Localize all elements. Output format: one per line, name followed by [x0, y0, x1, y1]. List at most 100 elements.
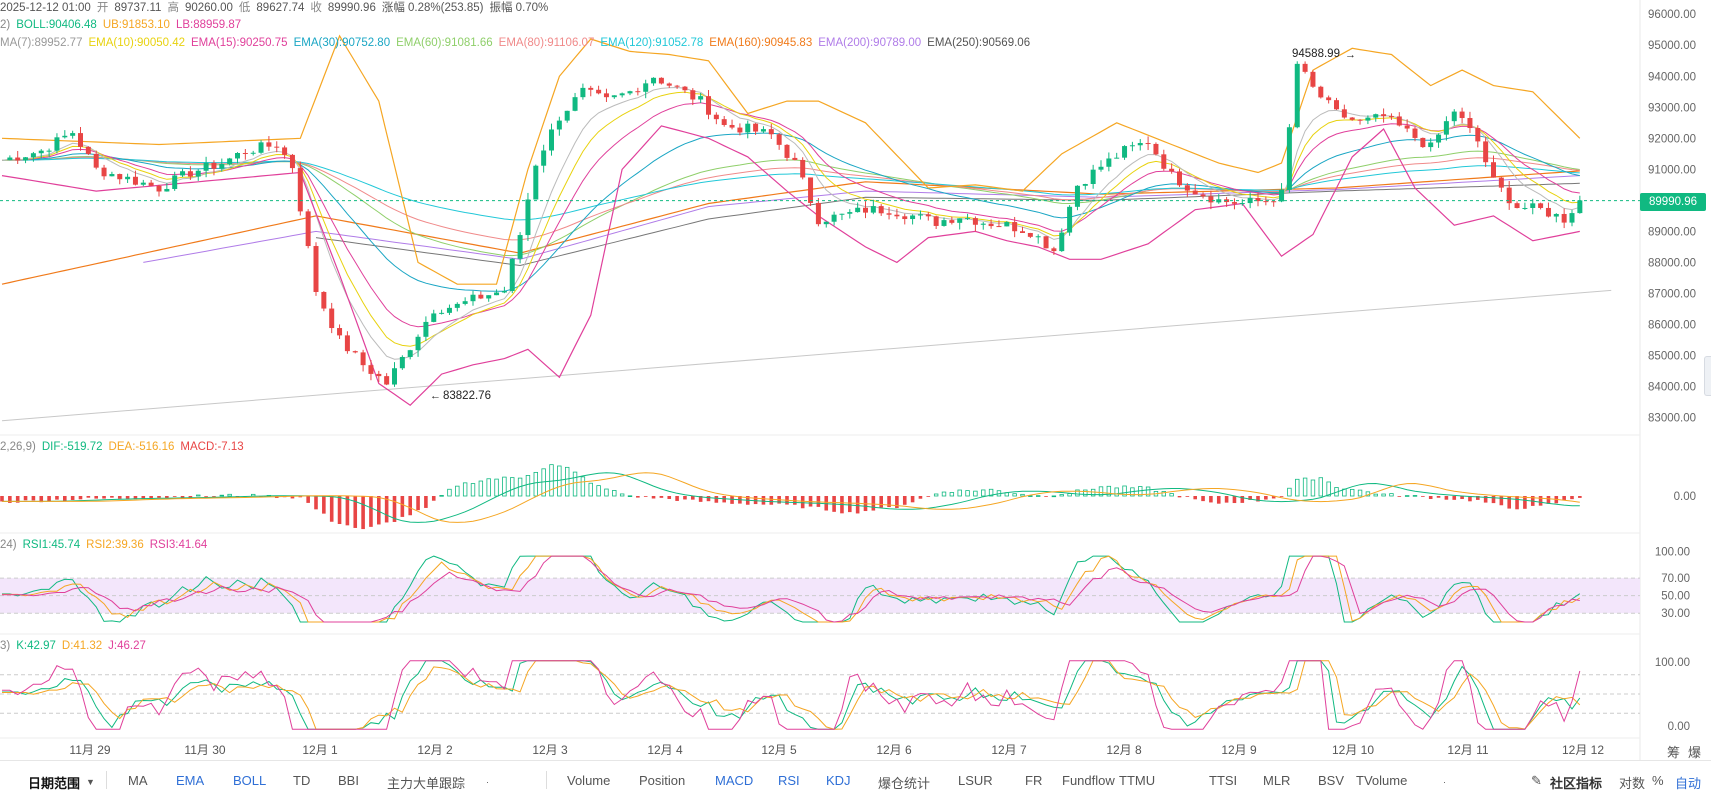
x-tick-label: 12月 8: [1106, 743, 1142, 757]
macd-bar: [400, 496, 405, 517]
date-range-dropdown-icon[interactable]: ▼: [86, 777, 95, 787]
main-chart-svg[interactable]: 96000.00 95000.00 94000.00 93000.00 92000.00…: [0, 0, 1711, 760]
ema_line-item: EMA(120):91052.78: [600, 37, 704, 49]
candle-body: [321, 291, 327, 309]
candle-body: [1326, 97, 1332, 101]
macd-bar: [86, 496, 91, 498]
community-indicators-button[interactable]: 社区指标: [1550, 776, 1603, 791]
x-tick-label: 12月 6: [876, 743, 912, 757]
sub-indicator-ttmu[interactable]: TTMU: [1119, 773, 1156, 788]
rsi-tick-label: 30.00: [1661, 608, 1690, 620]
sub-indicator-volume[interactable]: Volume: [567, 773, 611, 788]
liquidation-toggle[interactable]: 爆: [1688, 745, 1702, 760]
price-tick-label: 87000.00: [1648, 288, 1696, 300]
macd-bar: [549, 464, 554, 497]
candle-body: [1043, 236, 1049, 249]
macd-bar: [478, 480, 484, 497]
candle-body: [501, 291, 507, 293]
date-range-button[interactable]: 日期范围: [28, 776, 81, 791]
macd-bar: [424, 496, 428, 508]
candle-body: [203, 162, 209, 171]
sub-indicator-rsi[interactable]: RSI: [778, 773, 800, 788]
candle-body: [1420, 137, 1426, 148]
main-indicator-ema[interactable]: EMA: [176, 773, 205, 788]
ohlc_line-item: 高: [167, 2, 179, 14]
candle-body: [910, 215, 916, 220]
sub-indicator-爆仓统计[interactable]: 爆仓统计: [878, 776, 931, 791]
main-indicator-主力大单跟踪[interactable]: 主力大单跟踪: [387, 776, 466, 791]
macd-bar: [510, 477, 515, 497]
macd-bar: [910, 496, 915, 503]
macd-bar: [1271, 496, 1276, 499]
macd-bar: [1295, 478, 1300, 497]
sub-indicator-ttsi[interactable]: TTSI: [1209, 773, 1238, 788]
candle-body: [1192, 190, 1198, 195]
sub-indicator-macd[interactable]: MACD: [715, 773, 754, 788]
candle-body: [541, 150, 547, 166]
macd-bar: [117, 496, 122, 499]
candle-body: [753, 123, 759, 132]
macd-bar: [1090, 488, 1096, 497]
macd-bar: [1232, 496, 1237, 504]
edit-icon[interactable]: ✎: [1531, 773, 1542, 788]
main-indicator-td[interactable]: TD: [293, 773, 311, 788]
candle-body: [1271, 201, 1277, 203]
ma7-line: [1, 86, 1580, 360]
sub-indicator-tvolume[interactable]: TVolume: [1356, 773, 1408, 788]
sub-indicator-lsur[interactable]: LSUR: [958, 773, 993, 788]
candle-body: [1538, 203, 1544, 208]
auto-scale-button[interactable]: 自动: [1675, 776, 1702, 791]
macd-bar: [250, 493, 256, 497]
candle-body: [549, 129, 554, 151]
price-tick-label: 84000.00: [1648, 382, 1696, 394]
macd-bar: [329, 496, 334, 522]
main-indicator-bbi[interactable]: BBI: [338, 773, 359, 788]
toolbar-divider: [106, 771, 107, 789]
x-tick-label: 12月 3: [532, 743, 568, 757]
macd-bar: [486, 478, 491, 497]
main-indicator-boll[interactable]: BOLL: [233, 773, 267, 788]
ema160-line: [1, 170, 1580, 285]
log-scale-button[interactable]: 对数: [1619, 776, 1646, 791]
candle-body: [713, 114, 719, 120]
macd-bar: [1421, 496, 1425, 497]
sub-indicator-mlr[interactable]: MLR: [1263, 773, 1291, 788]
candle-body: [1381, 114, 1387, 117]
candle-body: [1404, 125, 1410, 129]
boll_line-item: BOLL:90406.48: [16, 19, 97, 31]
candle-body: [823, 221, 829, 225]
macd-bar: [1373, 493, 1378, 497]
macd_line-item: 2,26,9): [0, 441, 36, 453]
sub-indicator-kdj[interactable]: KDJ: [826, 773, 851, 788]
candle-body: [180, 171, 186, 176]
macd-bar: [1326, 481, 1331, 497]
macd-bar: [525, 475, 531, 497]
macd-bar: [1012, 493, 1017, 497]
candle-body: [399, 356, 405, 369]
macd-bar: [8, 496, 12, 503]
sub-indicator-position[interactable]: Position: [639, 773, 686, 788]
macd-bar: [149, 496, 153, 499]
side-panel-handle[interactable]: [1704, 356, 1711, 396]
sub-indicator-bsv[interactable]: BSV: [1318, 773, 1345, 788]
kdj_line-item: K:42.97: [16, 640, 56, 652]
candle-body: [140, 182, 146, 185]
candle-body: [46, 150, 52, 152]
candle-body: [1522, 207, 1528, 209]
ema200-line: [143, 175, 1580, 263]
candle-body: [85, 146, 91, 154]
macd-bar: [204, 496, 208, 497]
candle-body: [439, 312, 445, 314]
main-indicator-ma[interactable]: MA: [128, 773, 148, 788]
candle-body: [831, 214, 837, 222]
candle-body: [1153, 143, 1159, 155]
sub-indicator-fundflow[interactable]: Fundflow: [1062, 773, 1115, 788]
candle-body: [187, 171, 193, 177]
ohlc_line-item: 涨幅 0.28%(253.85): [381, 2, 484, 14]
candle-body: [376, 373, 382, 377]
candle-body: [517, 235, 523, 259]
chip-distribution-toggle[interactable]: 筹: [1667, 745, 1681, 760]
kdj-k-line: [2, 660, 1581, 730]
percent-scale-button[interactable]: %: [1652, 773, 1664, 788]
sub-indicator-fr[interactable]: FR: [1025, 773, 1043, 788]
